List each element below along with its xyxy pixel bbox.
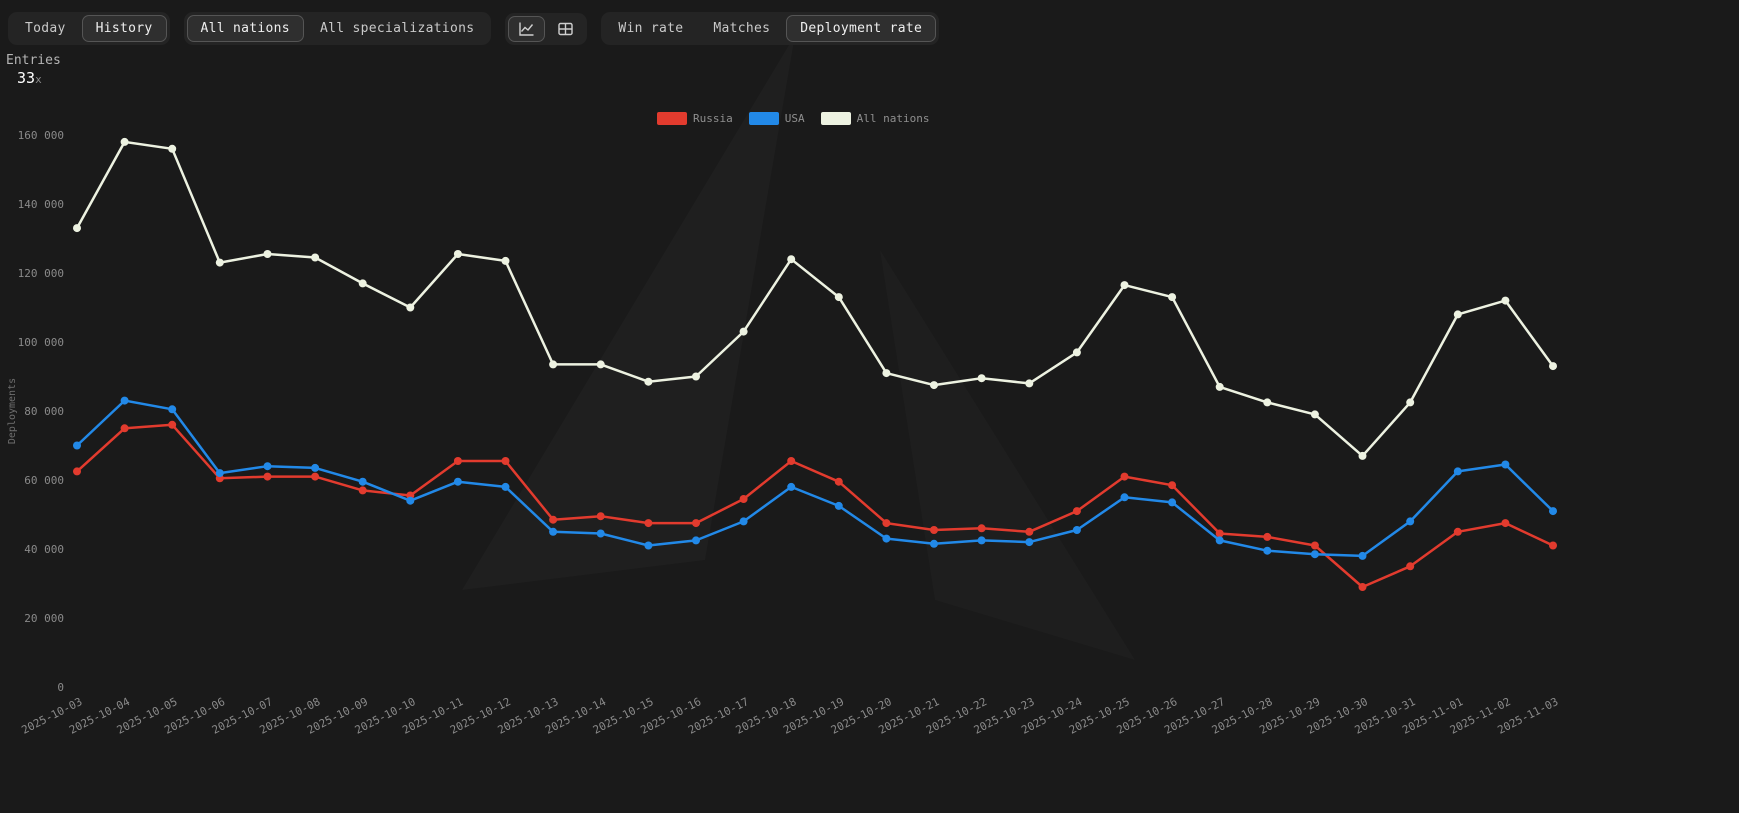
view-toggle bbox=[505, 12, 588, 45]
svg-text:140 000: 140 000 bbox=[18, 198, 64, 211]
entries-suffix: x bbox=[35, 73, 42, 86]
legend-label: Russia bbox=[693, 112, 733, 125]
toggle-matches[interactable]: Matches bbox=[699, 15, 784, 42]
toggle-today[interactable]: Today bbox=[11, 15, 80, 42]
chart-legend: Russia USA All nations bbox=[657, 112, 929, 125]
toolbar: Today History All nations All specializa… bbox=[0, 0, 1739, 45]
table-view-button[interactable] bbox=[547, 16, 584, 42]
svg-text:80 000: 80 000 bbox=[24, 405, 64, 418]
time-range-toggle: Today History bbox=[8, 12, 170, 45]
toggle-all-nations[interactable]: All nations bbox=[186, 15, 304, 42]
toggle-all-specializations[interactable]: All specializations bbox=[306, 15, 488, 42]
svg-text:120 000: 120 000 bbox=[18, 267, 64, 280]
filter-toggle: All nations All specializations bbox=[183, 12, 492, 45]
all-nations-swatch bbox=[820, 112, 851, 125]
entries-info: Entries 33x bbox=[6, 53, 1739, 87]
svg-text:60 000: 60 000 bbox=[24, 474, 64, 487]
legend-label: All nations bbox=[856, 112, 930, 125]
svg-text:160 000: 160 000 bbox=[18, 129, 64, 142]
svg-text:100 000: 100 000 bbox=[18, 336, 64, 349]
svg-text:0: 0 bbox=[57, 681, 64, 694]
legend-item-all-nations[interactable]: All nations bbox=[820, 112, 930, 125]
line-chart-view-button[interactable] bbox=[508, 15, 546, 42]
table-icon bbox=[558, 22, 574, 35]
legend-item-usa[interactable]: USA bbox=[748, 112, 805, 125]
entries-label: Entries bbox=[6, 53, 61, 68]
usa-swatch bbox=[748, 112, 779, 125]
toggle-win-rate[interactable]: Win rate bbox=[604, 15, 697, 42]
svg-text:40 000: 40 000 bbox=[24, 543, 64, 556]
svg-text:Deployments: Deployments bbox=[7, 378, 18, 444]
line-chart-icon bbox=[519, 22, 534, 36]
toggle-deployment-rate[interactable]: Deployment rate bbox=[786, 15, 937, 42]
toggle-history[interactable]: History bbox=[81, 15, 167, 42]
entries-value: 33 bbox=[17, 69, 36, 87]
russia-swatch bbox=[657, 112, 687, 125]
svg-text:20 000: 20 000 bbox=[24, 612, 64, 625]
legend-label: USA bbox=[784, 112, 805, 125]
legend-item-russia[interactable]: Russia bbox=[657, 112, 733, 125]
metric-toggle: Win rate Matches Deployment rate bbox=[601, 12, 940, 45]
